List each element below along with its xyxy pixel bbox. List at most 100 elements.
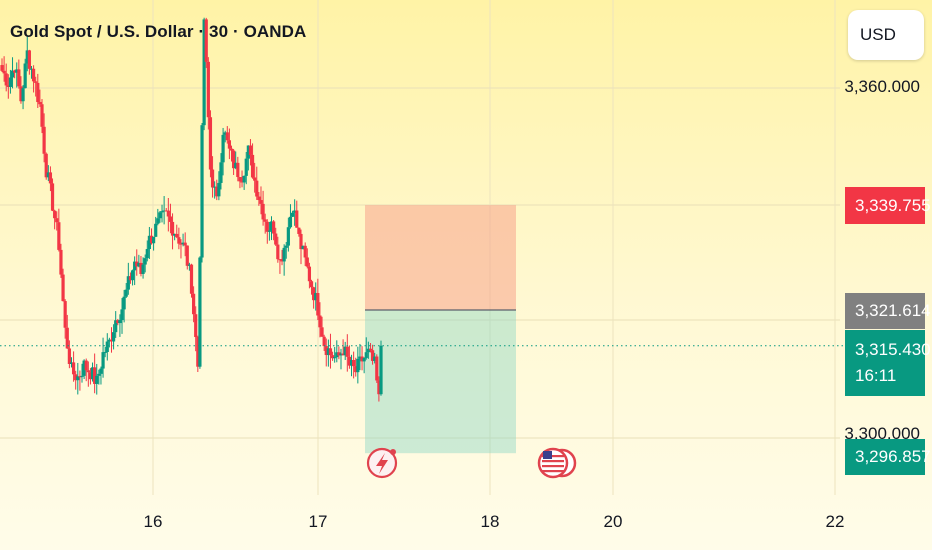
candle-body: [278, 259, 282, 261]
candle-body: [341, 353, 345, 356]
candle-body: [139, 262, 143, 274]
candle-body: [343, 346, 347, 356]
candle-body: [160, 211, 164, 213]
flag-stripe: [542, 465, 564, 468]
candle-body: [173, 233, 177, 236]
candle-body: [265, 221, 269, 232]
symbol-title[interactable]: Gold Spot / U.S. Dollar · 30 · OANDA: [10, 22, 307, 41]
candle-body: [246, 145, 250, 159]
bar-countdown: 16:11: [855, 366, 897, 385]
candle-body: [297, 227, 301, 234]
candle-body: [330, 355, 335, 359]
candle-body: [154, 223, 158, 237]
candle-body: [152, 236, 156, 244]
time-axis-label: 18: [480, 512, 500, 531]
candle-body: [366, 348, 370, 353]
candle-body: [38, 102, 42, 105]
candle-body: [107, 339, 111, 342]
time-axis-label: 20: [603, 512, 623, 531]
candle-body: [95, 375, 99, 384]
candle-body: [82, 360, 86, 376]
candle-body: [280, 259, 284, 262]
candle-body: [86, 370, 90, 373]
stop-loss-price-tag[interactable]: 3,339.755: [845, 187, 931, 224]
candle-body: [162, 210, 166, 212]
flag-stripe: [542, 460, 564, 463]
candle-body: [143, 258, 147, 265]
candle-body: [99, 368, 103, 374]
candle-body: [8, 77, 13, 87]
candle-body: [210, 169, 215, 188]
candle-body: [200, 125, 204, 258]
candle-body: [223, 132, 227, 135]
earnings-flash-icon[interactable]: [366, 447, 398, 479]
candle-body: [183, 242, 187, 246]
candle-body: [253, 177, 257, 181]
candle-body: [128, 276, 133, 281]
candle-body: [21, 88, 25, 102]
candle-body: [101, 352, 105, 369]
candle-body: [202, 19, 206, 126]
candle-body: [71, 362, 76, 375]
candle-body: [257, 196, 261, 201]
candle-body: [29, 68, 34, 70]
candle-body: [244, 158, 248, 176]
candle-body: [46, 172, 50, 178]
candle-body: [189, 264, 194, 294]
candle-body: [164, 210, 168, 212]
lightning-bolt: [376, 453, 388, 474]
candle-body: [242, 175, 246, 183]
us-flag-event-icon[interactable]: [537, 447, 577, 479]
take-profit-zone: [365, 309, 516, 454]
candle-body: [137, 262, 141, 267]
candle-body: [312, 287, 316, 301]
candle-body: [282, 247, 286, 262]
candle-body: [276, 244, 280, 260]
candle-body: [263, 219, 267, 222]
candle-body: [48, 172, 53, 184]
candle-body: [23, 63, 27, 89]
entry-price-tag[interactable]: 3,321.614: [845, 293, 931, 329]
candle-body: [320, 327, 324, 337]
last-price-tag[interactable]: 3,315.430 16:11: [845, 330, 931, 396]
candle-body: [303, 245, 307, 258]
candle-body: [377, 380, 381, 395]
candle-body: [333, 357, 337, 359]
candle-body: [316, 293, 320, 316]
candle-body: [229, 148, 234, 151]
candle-body: [27, 50, 31, 69]
candle-body: [272, 221, 276, 234]
candle-body: [354, 366, 358, 373]
candle-body: [6, 85, 10, 87]
candle-body: [373, 356, 377, 361]
candle-body: [63, 301, 67, 328]
candle-body: [326, 348, 330, 356]
candle-body: [293, 210, 297, 213]
time-axis-label: 16: [143, 512, 163, 531]
candle-body: [118, 319, 122, 324]
take-profit-price-tag[interactable]: 3,296.857: [845, 439, 931, 475]
currency-button[interactable]: USD: [848, 10, 924, 60]
candle-body: [53, 210, 57, 219]
candle-body: [217, 182, 221, 197]
candle-body: [196, 337, 200, 367]
candle-body: [55, 218, 59, 223]
candle-body: [269, 221, 274, 231]
candle-body: [25, 50, 29, 64]
candle-body: [179, 243, 183, 245]
candle-body: [349, 360, 354, 366]
price-axis-label: 3,300.000: [844, 424, 920, 443]
candle-body: [267, 230, 272, 232]
candle-body: [206, 61, 210, 118]
candle-body: [204, 19, 208, 62]
candle-body: [111, 332, 116, 342]
candle-body: [17, 69, 21, 87]
candle-body: [177, 237, 181, 244]
flag-stripe: [542, 455, 564, 458]
candle-body: [122, 296, 126, 310]
candle-body: [156, 218, 160, 224]
candle-body: [69, 362, 74, 364]
candle-body: [322, 336, 326, 347]
